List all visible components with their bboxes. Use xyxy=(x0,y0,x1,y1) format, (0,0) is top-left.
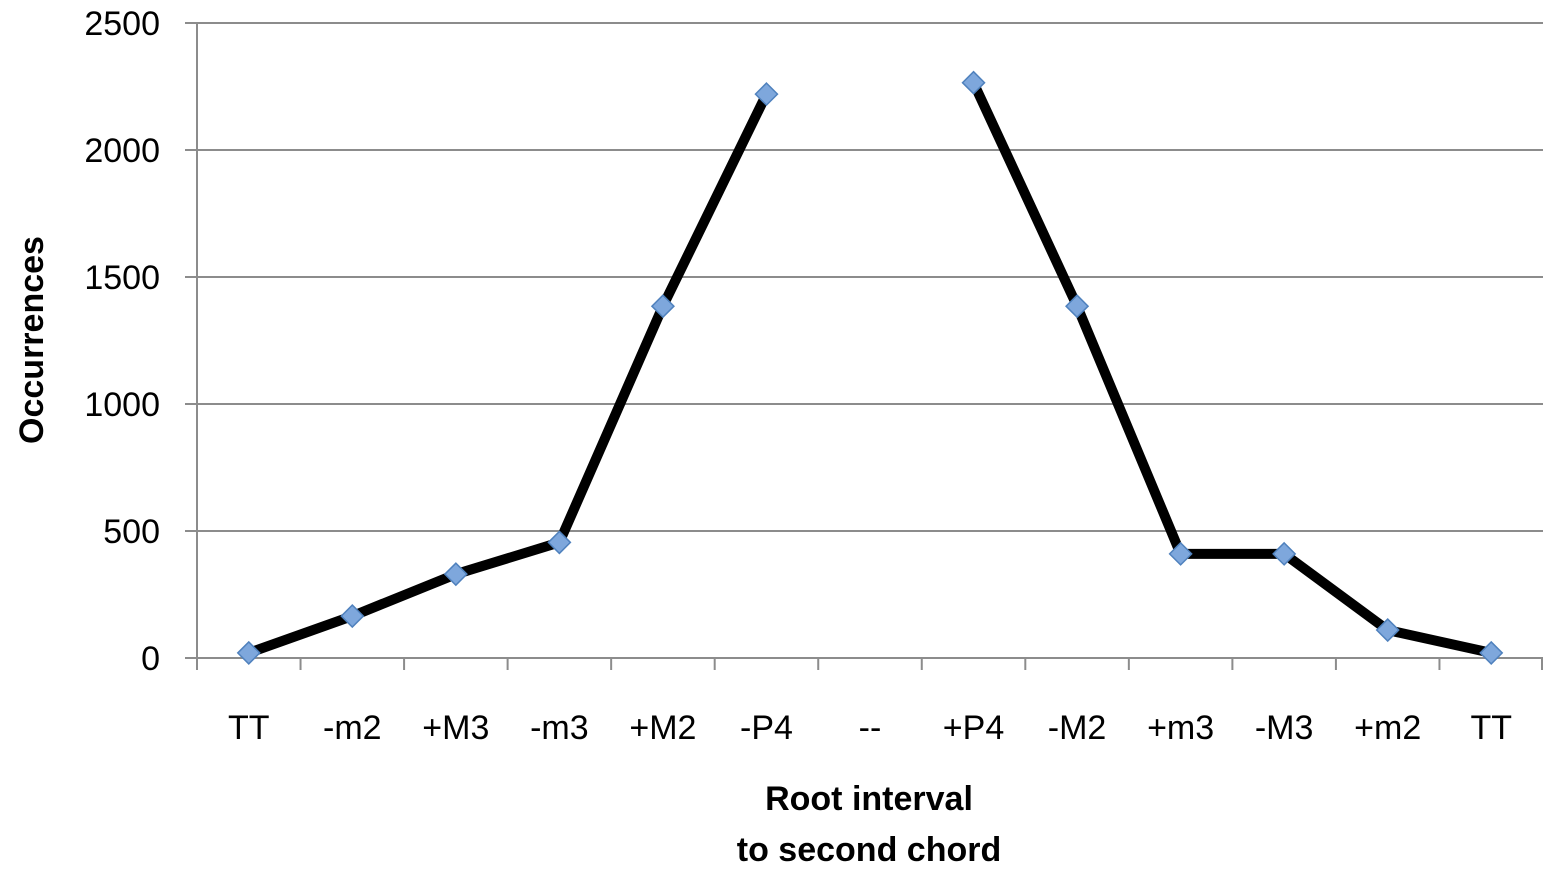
x-tick-label: -P4 xyxy=(740,709,793,747)
y-tick-label-2500: 2500 xyxy=(84,5,160,43)
data-point--m2 xyxy=(340,604,365,629)
x-axis-title-line-1: Root interval xyxy=(765,780,973,818)
series-line-segment xyxy=(243,89,772,658)
data-points xyxy=(236,70,1504,665)
data-point-+P4 xyxy=(961,70,986,95)
series-line-segment xyxy=(968,77,1497,658)
data-point--M3 xyxy=(1272,541,1297,566)
data-point--m3 xyxy=(547,530,572,555)
y-tick-labels: 0 500 1000 1500 2000 2500 xyxy=(84,5,160,678)
gridlines xyxy=(197,22,1543,532)
x-tick-label: -m3 xyxy=(530,709,589,747)
x-axis-title-line-2: to second chord xyxy=(737,831,1001,869)
y-axis-title: Occurrences xyxy=(13,236,51,444)
y-tick-label-1000: 1000 xyxy=(84,386,160,424)
data-point-TT xyxy=(236,640,261,665)
data-point-+M2 xyxy=(650,294,675,319)
x-tick-label: -M2 xyxy=(1048,709,1107,747)
x-tick-label: -- xyxy=(859,709,882,747)
series-lines xyxy=(243,77,1497,658)
y-tick-label-1500: 1500 xyxy=(84,259,160,297)
data-point-+m2 xyxy=(1375,617,1400,643)
axes xyxy=(185,22,1543,670)
x-tick-label: +m3 xyxy=(1147,709,1214,747)
x-tick-label: +m2 xyxy=(1354,709,1421,747)
data-point--M2 xyxy=(1065,294,1090,319)
y-tick-label-500: 500 xyxy=(103,513,160,551)
data-point-+M3 xyxy=(443,562,468,587)
x-tick-label: +M3 xyxy=(422,709,489,747)
data-point-+m3 xyxy=(1168,541,1193,566)
x-tick-label: -M3 xyxy=(1255,709,1314,747)
y-tick-label-0: 0 xyxy=(141,640,160,678)
x-tick-label: +M2 xyxy=(629,709,696,747)
y-tick-label-2000: 2000 xyxy=(84,132,160,170)
data-point-TT xyxy=(1479,640,1504,665)
data-point--P4 xyxy=(754,82,779,107)
x-tick-label: +P4 xyxy=(943,709,1004,747)
x-tick-label: -m2 xyxy=(323,709,382,747)
x-tick-label: TT xyxy=(1470,709,1512,747)
x-tick-label: TT xyxy=(228,709,270,747)
x-tick-labels: TT -m2 +M3 -m3 +M2 -P4 -- +P4 -M2 +m3 -M3 +m2 TT xyxy=(228,709,1512,747)
